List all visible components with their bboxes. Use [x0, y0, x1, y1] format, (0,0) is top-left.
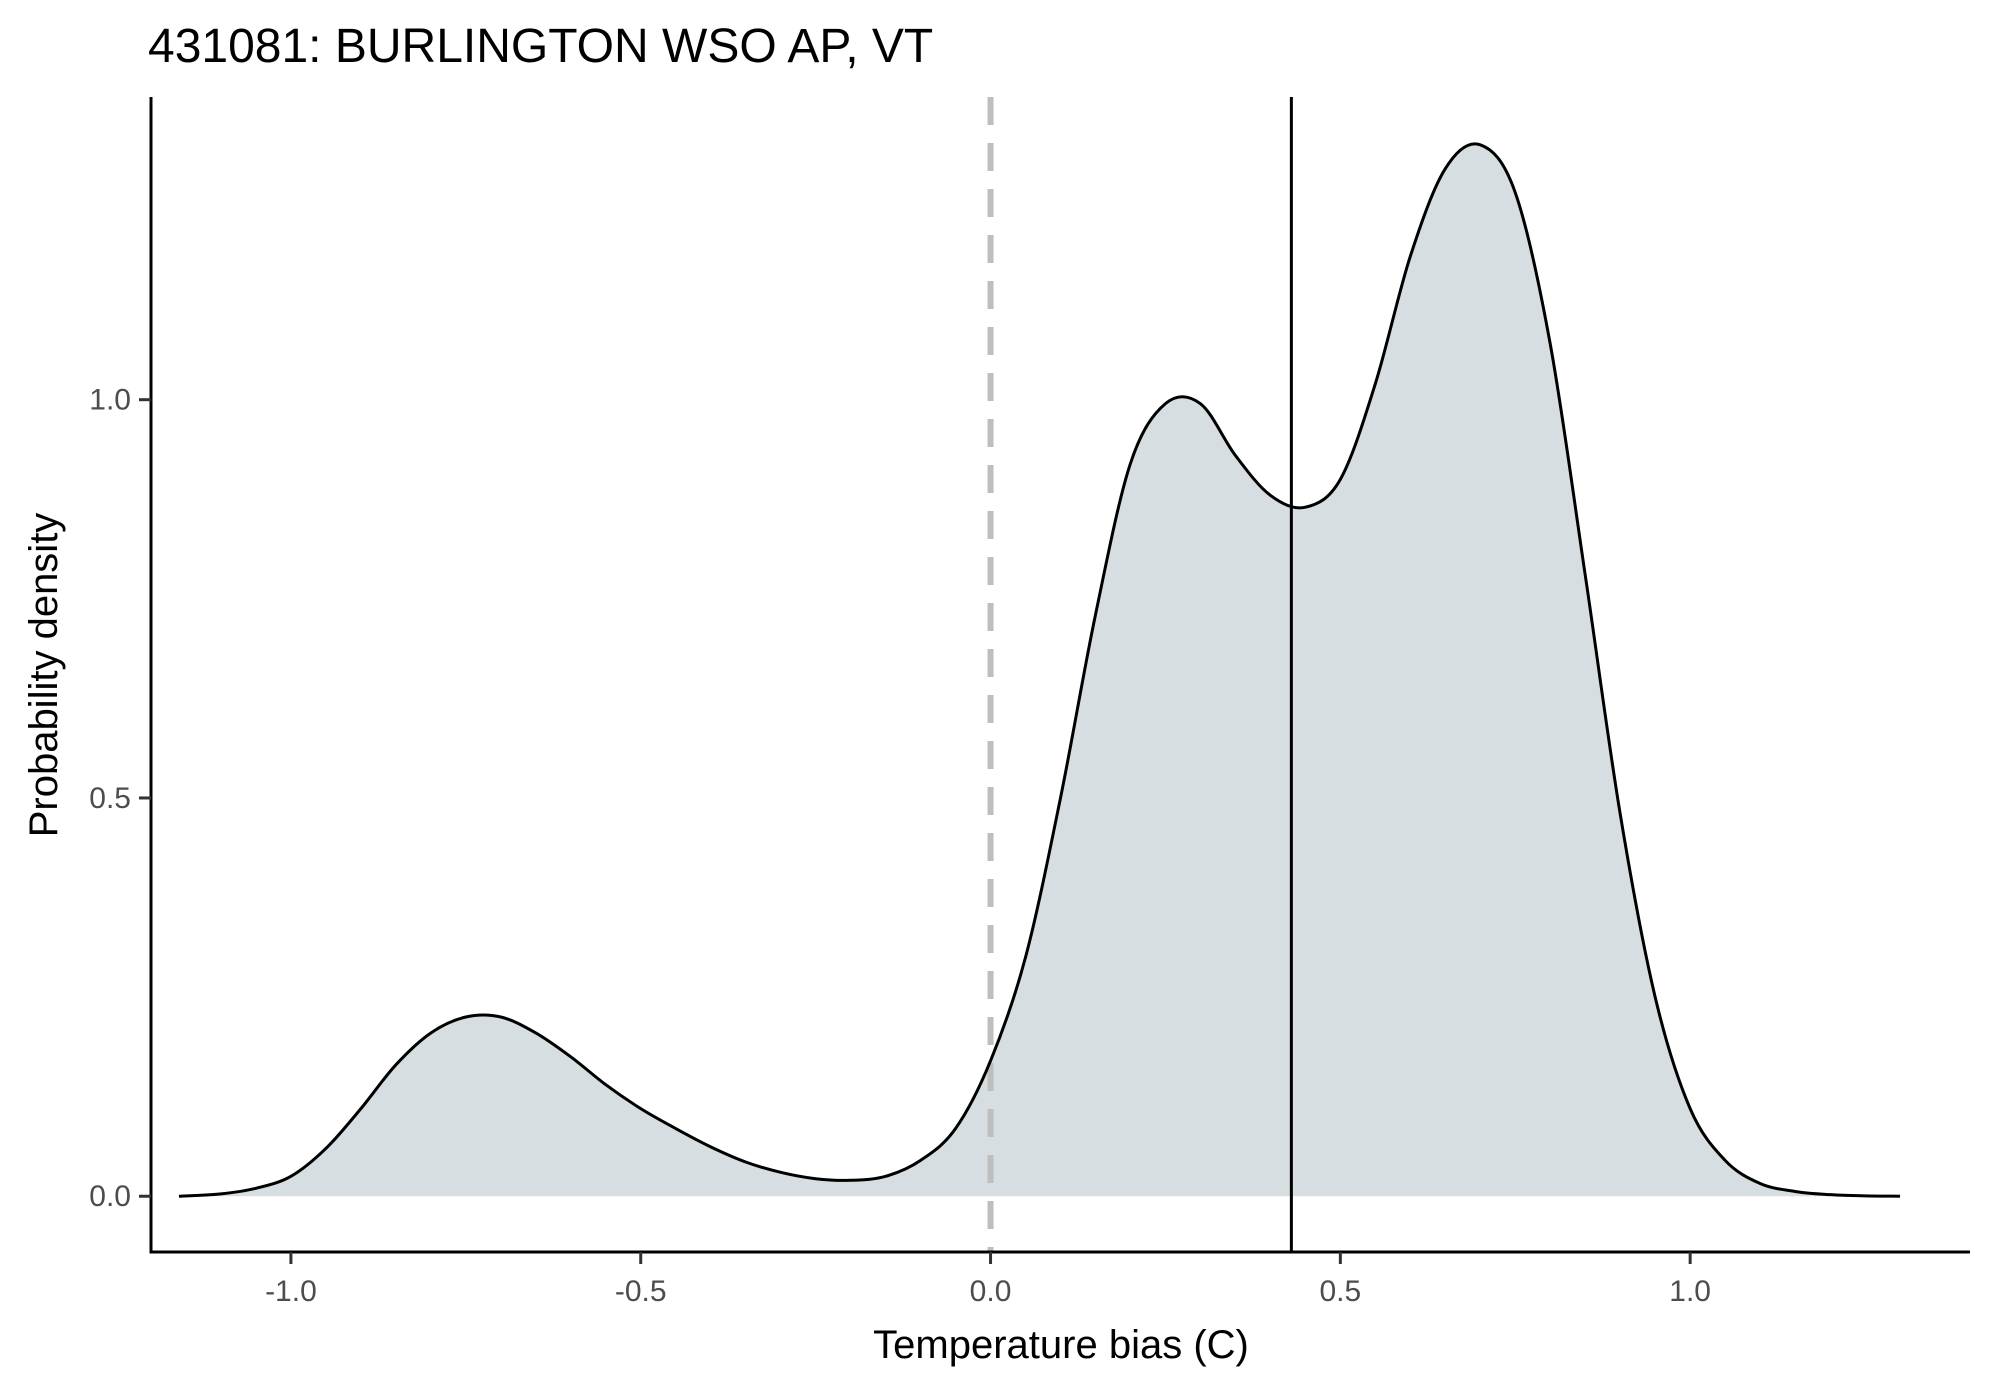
plot-area: [178, 97, 1901, 1252]
x-tick-label: 0.5: [1319, 1275, 1361, 1308]
chart-title: 431081: BURLINGTON WSO AP, VT: [148, 20, 933, 73]
density-curve-line: [178, 142, 1901, 1198]
x-axis-title: Temperature bias (C): [873, 1323, 1249, 1367]
x-tick-label: 0.0: [970, 1275, 1012, 1308]
y-tick-label: 0.5: [89, 782, 131, 815]
x-tick-label: 1.0: [1669, 1275, 1711, 1308]
density-area-fill: [178, 143, 1901, 1197]
x-tick-label: -0.5: [615, 1275, 667, 1308]
y-axis-title: Probability density: [22, 513, 66, 838]
y-tick-label: 0.0: [89, 1180, 131, 1213]
axes: -1.0 -0.5 0.0 0.5 1.0 0.0 0.5 1.0: [89, 97, 1970, 1308]
y-tick-label: 1.0: [89, 384, 131, 417]
x-tick-label: -1.0: [265, 1275, 317, 1308]
